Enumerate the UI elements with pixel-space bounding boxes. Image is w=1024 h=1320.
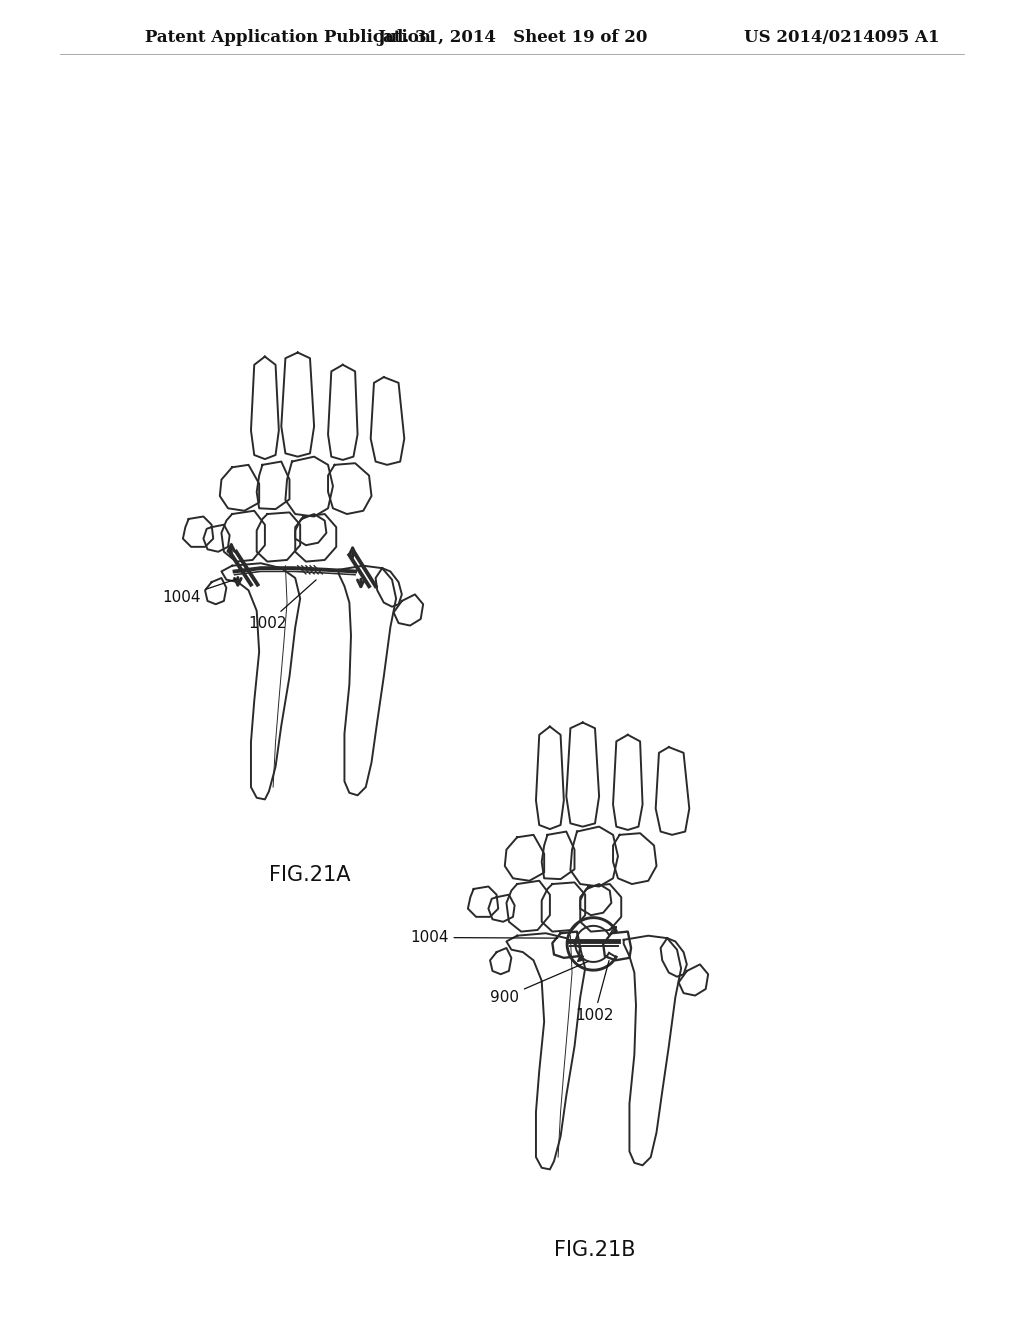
Text: Patent Application Publication: Patent Application Publication <box>145 29 431 46</box>
Text: 1004: 1004 <box>410 931 558 945</box>
Text: 1002: 1002 <box>575 961 613 1023</box>
Text: 900: 900 <box>490 961 589 1005</box>
Text: US 2014/0214095 A1: US 2014/0214095 A1 <box>744 29 940 46</box>
Text: 1002: 1002 <box>248 579 316 631</box>
Text: 1004: 1004 <box>162 579 237 605</box>
Text: FIG.21A: FIG.21A <box>269 865 351 884</box>
Text: FIG.21B: FIG.21B <box>554 1239 636 1261</box>
Text: Jul. 31, 2014   Sheet 19 of 20: Jul. 31, 2014 Sheet 19 of 20 <box>377 29 647 46</box>
